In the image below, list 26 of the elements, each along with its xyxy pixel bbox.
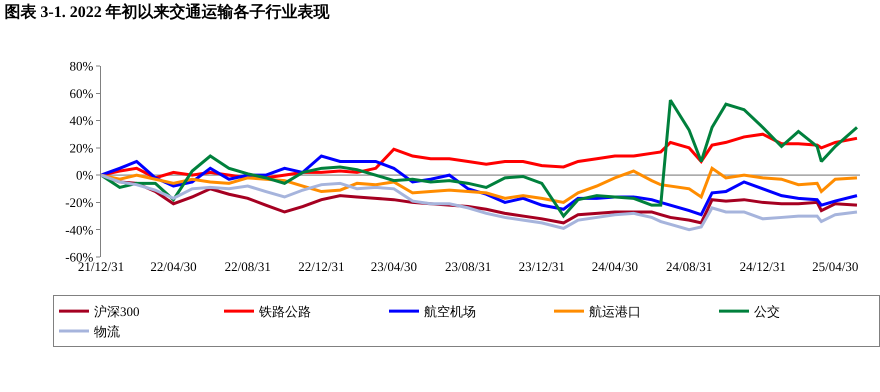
x-tick-label: 24/08/31 bbox=[666, 259, 712, 274]
x-tick-label: 23/12/31 bbox=[518, 259, 565, 274]
legend-label: 铁路公路 bbox=[258, 304, 311, 320]
y-tick-label: -40% bbox=[65, 222, 94, 238]
chart-title: 图表 3-1. 2022 年初以来交通运输各子行业表现 bbox=[4, 2, 331, 22]
y-tick-label: 20% bbox=[70, 140, 94, 156]
line-series bbox=[101, 166, 858, 204]
legend-label: 航运港口 bbox=[589, 304, 641, 320]
legend-label: 公交 bbox=[754, 304, 780, 320]
y-tick-label: 0% bbox=[76, 168, 94, 183]
y-tick-label: 40% bbox=[70, 113, 94, 128]
x-tick-label: 22/04/30 bbox=[150, 259, 197, 274]
x-tick-label: 23/04/30 bbox=[370, 259, 417, 274]
x-tick-label: 24/04/30 bbox=[592, 259, 638, 274]
y-tick-label: 60% bbox=[70, 86, 94, 101]
legend-label: 航空机场 bbox=[424, 304, 476, 320]
y-tick-label: -20% bbox=[65, 194, 94, 210]
line-series bbox=[101, 98, 858, 218]
x-tick-label: 24/12/31 bbox=[740, 259, 786, 274]
x-tick-label: 22/08/31 bbox=[224, 259, 271, 274]
x-tick-label: 23/08/31 bbox=[445, 259, 492, 274]
legend-label: 沪深300 bbox=[94, 304, 140, 320]
legend-label: 物流 bbox=[94, 324, 120, 340]
x-tick-label: 22/12/31 bbox=[298, 259, 345, 274]
y-tick-label: 80% bbox=[70, 58, 94, 74]
x-tick-label: 25/04/30 bbox=[812, 259, 858, 274]
